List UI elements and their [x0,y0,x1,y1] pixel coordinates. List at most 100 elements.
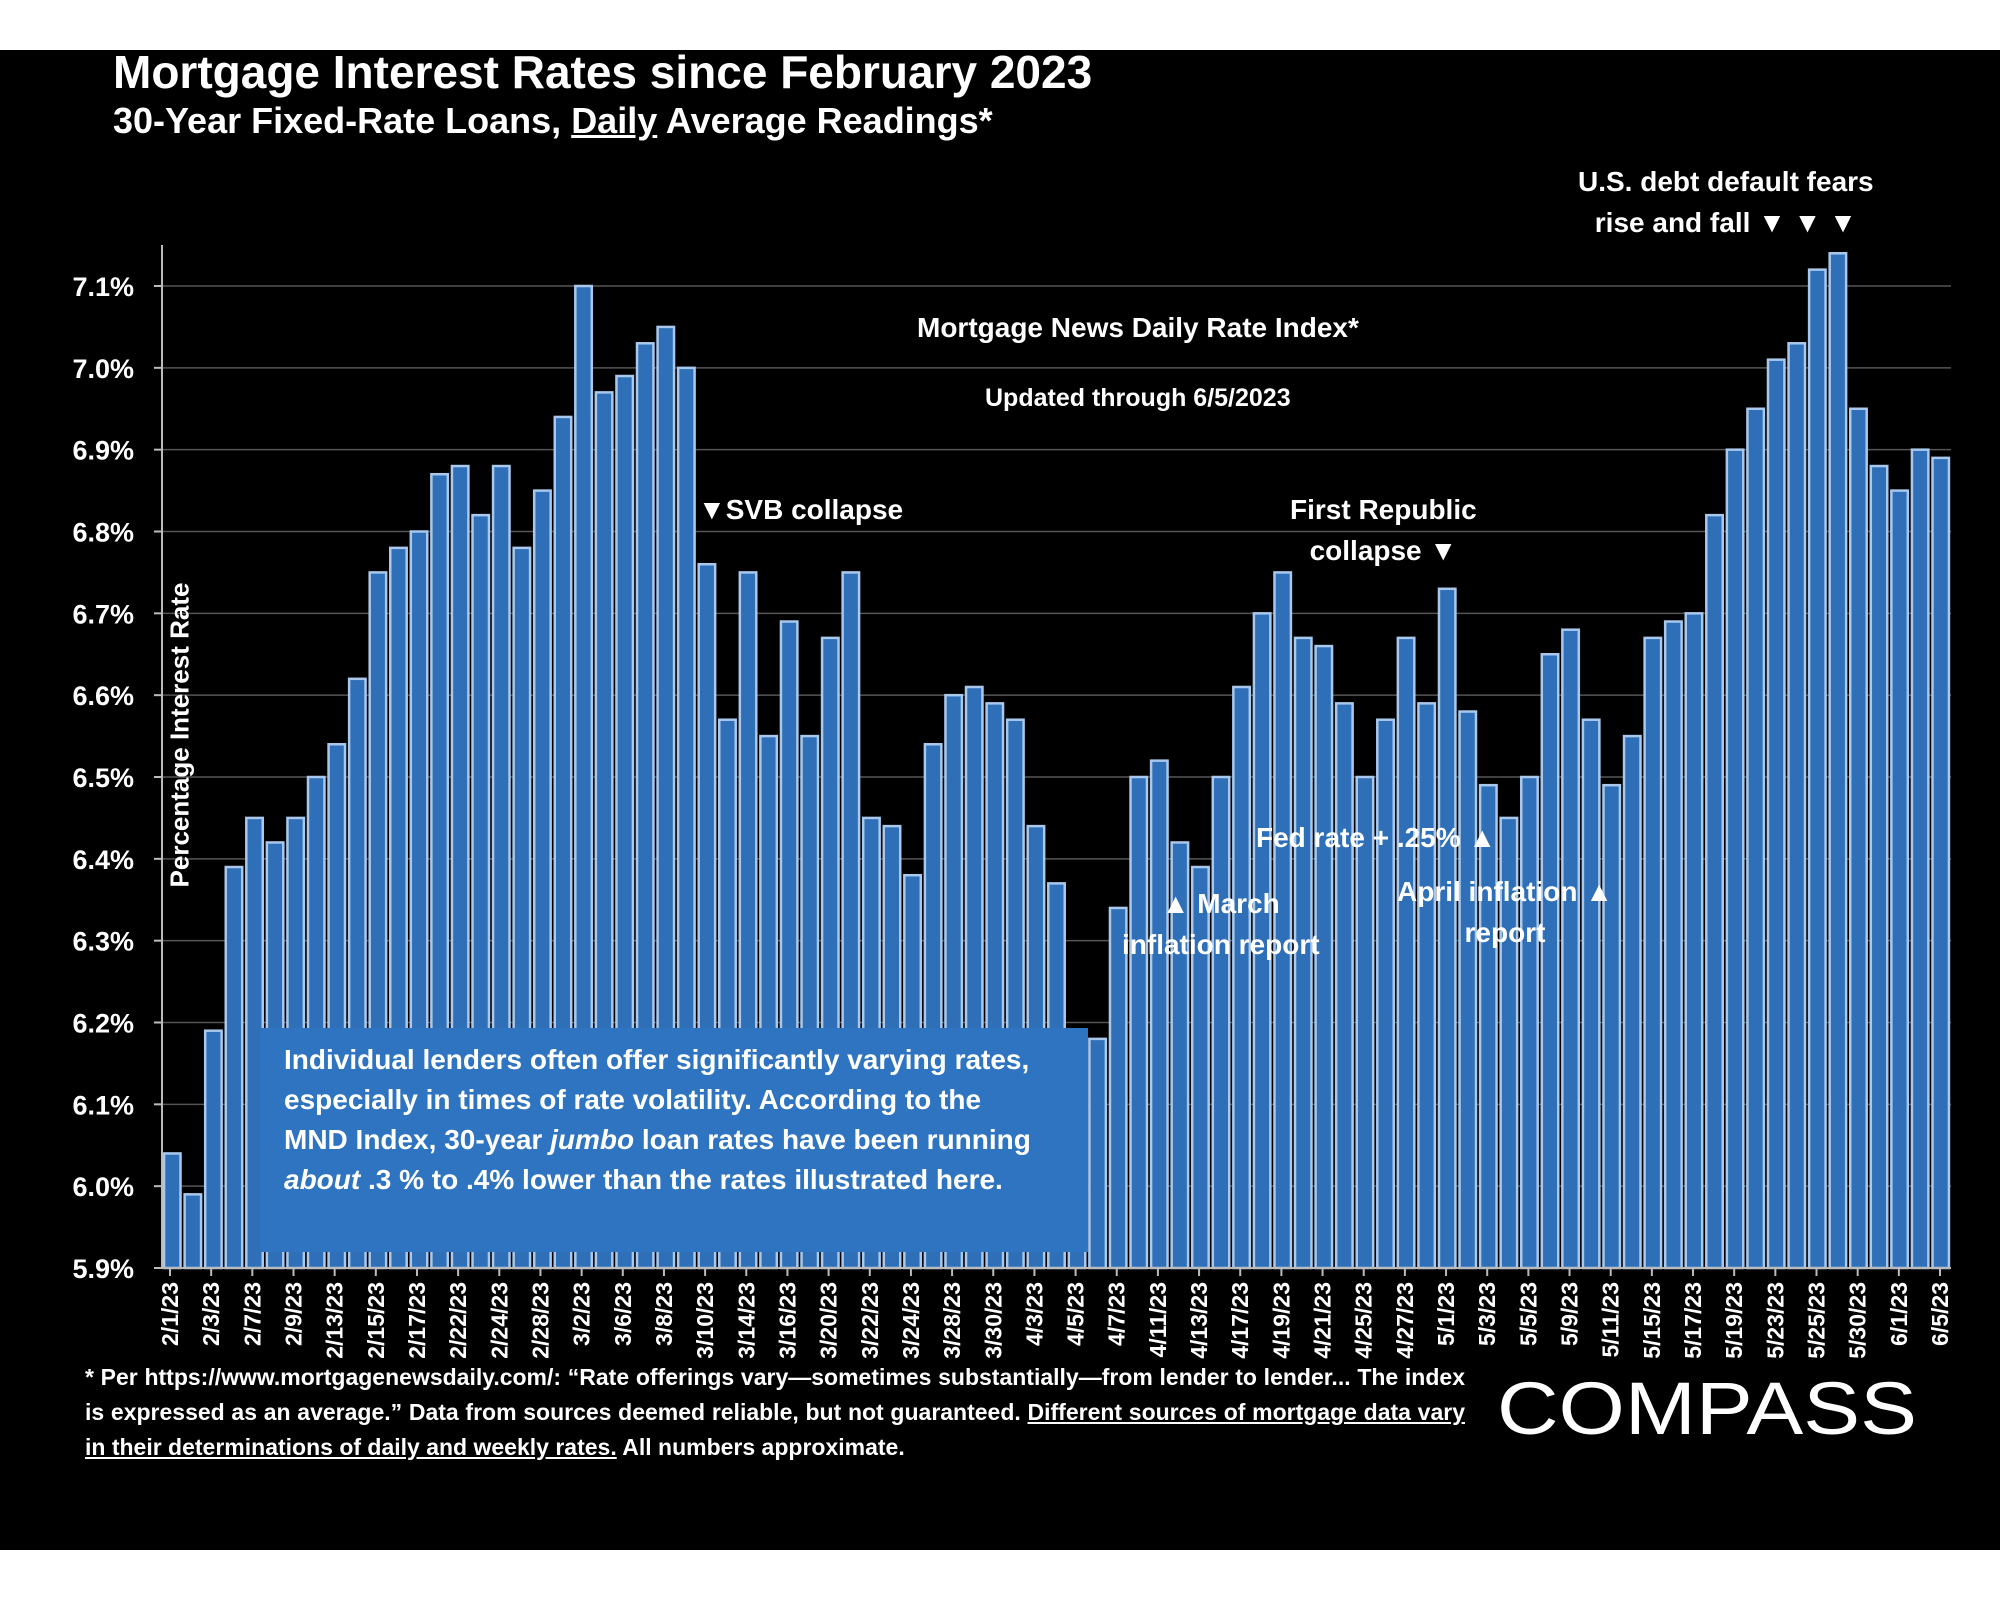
y-tick-label: 5.9% [72,1254,134,1284]
x-tick-label: 3/28/23 [939,1282,965,1359]
x-tick-label: 5/5/23 [1515,1282,1541,1346]
x-tick-label: 2/7/23 [239,1282,265,1346]
bar [1828,252,1848,1270]
fed-rate-annotation: Fed rate + .25% ▲ [1256,822,1497,853]
y-axis-label: Percentage Interest Rate [164,582,195,888]
bar [1663,620,1683,1270]
x-tick-label: 4/25/23 [1351,1282,1377,1359]
x-tick-label: 4/11/23 [1145,1282,1171,1357]
x-tick-label: 5/3/23 [1474,1282,1500,1346]
x-tick-label: 2/22/23 [445,1282,471,1359]
bar [1232,685,1252,1270]
y-tick-label: 6.1% [72,1090,134,1120]
bar [1684,612,1704,1270]
x-tick-label: 2/9/23 [280,1282,306,1346]
bar [1376,718,1395,1270]
bar [1581,718,1601,1270]
x-tick-label: 2/17/23 [404,1282,430,1359]
x-tick-label: 6/5/23 [1927,1282,1953,1346]
bar [1622,734,1642,1270]
x-tick-label: 6/1/23 [1886,1282,1912,1346]
x-tick-label: 3/14/23 [733,1282,759,1359]
x-tick-label: 3/8/23 [651,1282,677,1346]
x-tick-label: 3/10/23 [692,1282,718,1359]
svb-annotation: ▼SVB collapse [698,494,904,525]
y-tick-label: 6.3% [72,927,134,957]
x-tick-label: 4/13/23 [1186,1282,1212,1359]
x-tick-label: 5/11/23 [1598,1282,1624,1357]
bar [1890,489,1910,1270]
bar [1869,464,1889,1270]
bar [1149,759,1169,1270]
bar [1766,358,1786,1270]
bar [1458,710,1478,1270]
y-tick-label: 6.4% [72,845,134,875]
x-tick-label: 2/1/23 [157,1282,183,1346]
index-title-annotation: Mortgage News Daily Rate Index* [917,312,1359,343]
x-tick-label: 4/3/23 [1021,1282,1047,1346]
bar [1848,407,1868,1270]
bar [1807,268,1827,1270]
x-tick-label: 2/3/23 [198,1282,224,1346]
march-inflation-annotation: ▲ March inflation report [1122,888,1320,960]
x-tick-label: 5/25/23 [1804,1282,1830,1359]
x-tick-label: 4/7/23 [1104,1282,1130,1346]
bar [1088,1037,1108,1270]
x-tick-label: 2/28/23 [527,1282,553,1359]
compass-logo-text: COMPASS [1497,1368,1917,1448]
bar [1746,407,1766,1270]
first-republic-annotation: First Republic collapse ▼ [1290,494,1477,566]
bar [1725,448,1745,1270]
x-tick-label: 3/30/23 [980,1282,1006,1359]
jumbo-info-box: Individual lenders often offer significa… [260,1028,1088,1252]
x-tick-label: 3/2/23 [569,1282,595,1346]
bar [1540,653,1560,1270]
bar [1129,775,1149,1270]
x-tick-label: 2/13/23 [322,1282,348,1359]
y-tick-label: 7.0% [72,354,134,384]
chart-subtitle: 30-Year Fixed-Rate Loans, Daily Average … [113,100,993,141]
x-tick-label: 5/1/23 [1433,1282,1459,1346]
x-tick-label: 3/16/23 [774,1282,800,1359]
x-tick-label: 5/19/23 [1721,1282,1747,1359]
x-tick-label: 5/9/23 [1557,1282,1583,1346]
y-tick-label: 6.6% [72,681,134,711]
y-tick-label: 6.0% [72,1172,134,1202]
y-tick-label: 6.9% [72,436,134,466]
subtitle-daily: Daily [571,100,658,141]
x-tick-label: 5/17/23 [1680,1282,1706,1359]
x-tick-label: 4/5/23 [1063,1282,1089,1346]
y-tick-label: 6.5% [72,763,134,793]
updated-annotation: Updated through 6/5/2023 [985,384,1291,412]
bar [1417,702,1437,1270]
x-tick-label: 5/23/23 [1762,1282,1788,1359]
y-tick-label: 6.8% [72,518,134,548]
x-tick-label: 4/27/23 [1392,1282,1418,1359]
source-footnote: * Per https://www.mortgagenewsdaily.com/… [85,1364,1465,1460]
debt-fears-annotation: U.S. debt default fears rise and fall ▼ ▼… [1578,166,1874,238]
bar [203,1029,223,1270]
bar [1787,342,1807,1270]
april-inflation-annotation: April inflation ▲ report [1397,876,1613,948]
x-tick-label: 3/24/23 [898,1282,924,1359]
bar [1643,636,1663,1270]
bar [1910,448,1930,1270]
x-tick-label: 2/15/23 [363,1282,389,1359]
bar [1602,783,1622,1270]
bar [162,1152,182,1270]
x-tick-label: 5/30/23 [1845,1282,1871,1359]
x-tick-label: 3/20/23 [816,1282,842,1359]
y-tick-label: 7.1% [72,272,134,302]
bar [1334,702,1354,1270]
x-tick-label: 3/22/23 [857,1282,883,1359]
bar [224,865,244,1270]
y-tick-label: 6.2% [72,1009,134,1039]
x-tick-label: 3/6/23 [610,1282,636,1346]
y-tick-label: 6.7% [72,599,134,629]
chart-title: Mortgage Interest Rates since February 2… [113,46,1093,98]
bar [183,1193,203,1270]
x-tick-label: 4/17/23 [1227,1282,1253,1359]
x-tick-label: 2/24/23 [486,1282,512,1359]
x-tick-label: 5/15/23 [1639,1282,1665,1359]
x-tick-label: 4/19/23 [1268,1282,1294,1359]
